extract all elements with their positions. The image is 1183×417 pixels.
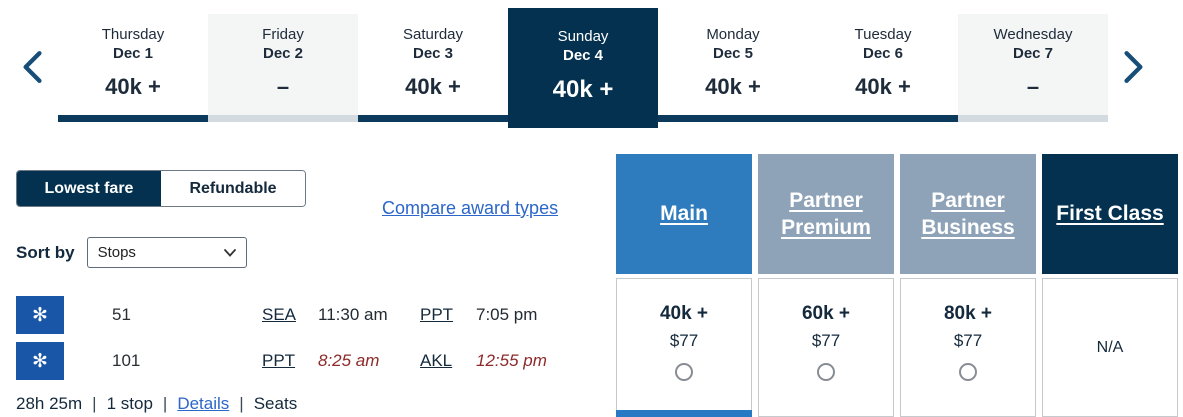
taxes-value: $77 xyxy=(953,331,983,350)
separator: | xyxy=(239,394,244,413)
details-link[interactable]: Details xyxy=(177,394,230,413)
day-underline xyxy=(658,115,808,122)
day-weekday: Sunday xyxy=(557,28,609,45)
flight-number: 101 xyxy=(112,351,141,370)
fare-cell-partner-business: 80k + $77 xyxy=(900,278,1036,417)
results-left-pane: Lowest fare Refundable Compare award typ… xyxy=(16,170,616,414)
air-tahiti-nui-logo: ✻ xyxy=(16,342,64,380)
taxes-value: $77 xyxy=(669,331,699,350)
flight-segment-row: ✻ 101 PPT 8:25 am AKL 12:55 pm xyxy=(16,342,616,380)
date-tab-dec-6[interactable]: Tuesday Dec 6 40k + xyxy=(808,14,958,122)
date-tab-dec-2[interactable]: Friday Dec 2 – xyxy=(208,14,358,122)
separator: | xyxy=(92,394,97,413)
seats-link[interactable]: Seats xyxy=(253,394,298,413)
day-price: 40k + xyxy=(552,76,614,103)
fare-cell-main: 40k + $77 xyxy=(616,278,752,417)
day-underline xyxy=(58,115,208,122)
compare-award-types-link[interactable]: Compare award types xyxy=(382,198,559,218)
day-underline xyxy=(808,115,958,122)
taxes-value: $77 xyxy=(811,331,841,350)
fare-column-first-class: First Class N/A xyxy=(1042,154,1178,417)
refundable-toggle[interactable]: Refundable xyxy=(161,171,305,206)
separator: | xyxy=(162,394,168,413)
day-price: 40k + xyxy=(405,74,461,99)
fare-column-header-first-class[interactable]: First Class xyxy=(1042,154,1178,274)
fare-cell-first-class: N/A xyxy=(1042,278,1178,417)
lowest-fare-toggle[interactable]: Lowest fare xyxy=(17,171,161,206)
date-tab-dec-1[interactable]: Thursday Dec 1 40k + xyxy=(58,14,208,122)
fare-radio[interactable] xyxy=(959,363,977,381)
miles-value: 60k + xyxy=(801,303,851,324)
day-date: Dec 6 xyxy=(862,45,904,62)
selected-fare-indicator xyxy=(616,410,752,417)
day-price: 40k + xyxy=(855,74,911,99)
next-dates-button[interactable] xyxy=(1108,14,1160,122)
day-price: – xyxy=(1026,74,1040,99)
origin-airport-code[interactable]: PPT xyxy=(262,351,296,370)
day-weekday: Monday xyxy=(706,26,760,43)
day-date: Dec 5 xyxy=(712,45,754,62)
flight-segment-row: ✻ 51 SEA 11:30 am PPT 7:05 pm xyxy=(16,296,616,334)
date-tab-dec-5[interactable]: Monday Dec 5 40k + xyxy=(658,14,808,122)
day-underline xyxy=(358,115,508,122)
fare-cell-partner-premium: 60k + $77 xyxy=(758,278,894,417)
flight-number: 51 xyxy=(112,305,131,324)
fare-column-partner-premium: Partner Premium 60k + $77 xyxy=(758,154,894,417)
day-date: Dec 4 xyxy=(562,47,604,64)
fare-column-header-partner-business[interactable]: Partner Business xyxy=(900,154,1036,274)
fare-column-main: Main 40k + $77 xyxy=(616,154,752,417)
destination-airport-code[interactable]: AKL xyxy=(420,351,453,370)
chevron-right-icon xyxy=(1121,50,1147,87)
day-date: Dec 2 xyxy=(262,45,304,62)
prev-dates-button[interactable] xyxy=(6,14,58,122)
itinerary: ✻ 51 SEA 11:30 am PPT 7:05 pm ✻ 101 PPT … xyxy=(16,296,616,380)
fare-radio[interactable] xyxy=(675,363,693,381)
fare-column-partner-business: Partner Business 80k + $77 xyxy=(900,154,1036,417)
fare-column-header-partner-premium[interactable]: Partner Premium xyxy=(758,154,894,274)
day-price: – xyxy=(276,74,290,99)
itinerary-meta: 28h 25m | 1 stop | Details | Seats xyxy=(16,394,616,414)
day-underline xyxy=(208,115,358,122)
stops-text: 1 stop xyxy=(106,394,153,413)
day-date: Dec 1 xyxy=(112,45,154,62)
arrival-time-next-day: 12:55 pm xyxy=(476,351,547,370)
day-underline xyxy=(508,121,658,128)
chevron-left-icon xyxy=(19,50,45,87)
date-carousel: Thursday Dec 1 40k + Friday Dec 2 – Satu… xyxy=(0,0,1183,128)
fare-grid: Main 40k + $77 Partner Premium 60k + $77… xyxy=(616,154,1178,417)
day-underline xyxy=(958,115,1108,122)
sort-by-select[interactable]: Stops xyxy=(86,237,247,268)
fare-type-toggle: Lowest fare Refundable xyxy=(16,170,306,207)
fare-radio[interactable] xyxy=(817,363,835,381)
departure-time-next-day: 8:25 am xyxy=(318,351,380,370)
sort-by-label: Sort by xyxy=(16,242,75,262)
departure-time: 11:30 am xyxy=(318,305,388,324)
fare-column-header-main[interactable]: Main xyxy=(616,154,752,274)
day-weekday: Friday xyxy=(262,26,304,43)
origin-airport-code[interactable]: SEA xyxy=(262,305,297,324)
duration-text: 28h 25m xyxy=(16,394,83,413)
tiare-flower-icon: ✻ xyxy=(32,304,48,326)
day-price: 40k + xyxy=(105,74,161,99)
miles-value: 40k + xyxy=(659,303,709,324)
air-tahiti-nui-logo: ✻ xyxy=(16,296,64,334)
tiare-flower-icon: ✻ xyxy=(32,350,48,372)
day-weekday: Thursday xyxy=(101,26,165,43)
day-date: Dec 3 xyxy=(412,45,454,62)
date-tab-dec-4-selected[interactable]: Sunday Dec 4 40k + xyxy=(508,8,658,128)
date-tab-dec-7[interactable]: Wednesday Dec 7 – xyxy=(958,14,1108,122)
day-weekday: Tuesday xyxy=(854,26,912,43)
arrival-time: 7:05 pm xyxy=(476,305,538,324)
destination-airport-code[interactable]: PPT xyxy=(420,305,454,324)
date-tab-dec-3[interactable]: Saturday Dec 3 40k + xyxy=(358,14,508,122)
miles-value: 80k + xyxy=(943,303,993,324)
day-weekday: Wednesday xyxy=(993,26,1073,43)
chevron-down-icon xyxy=(223,244,236,261)
day-date: Dec 7 xyxy=(1012,45,1054,62)
sort-by-selected-value: Stops xyxy=(97,244,136,261)
day-price: 40k + xyxy=(705,74,761,99)
fare-unavailable-value: N/A xyxy=(1096,338,1124,356)
day-weekday: Saturday xyxy=(402,26,464,43)
